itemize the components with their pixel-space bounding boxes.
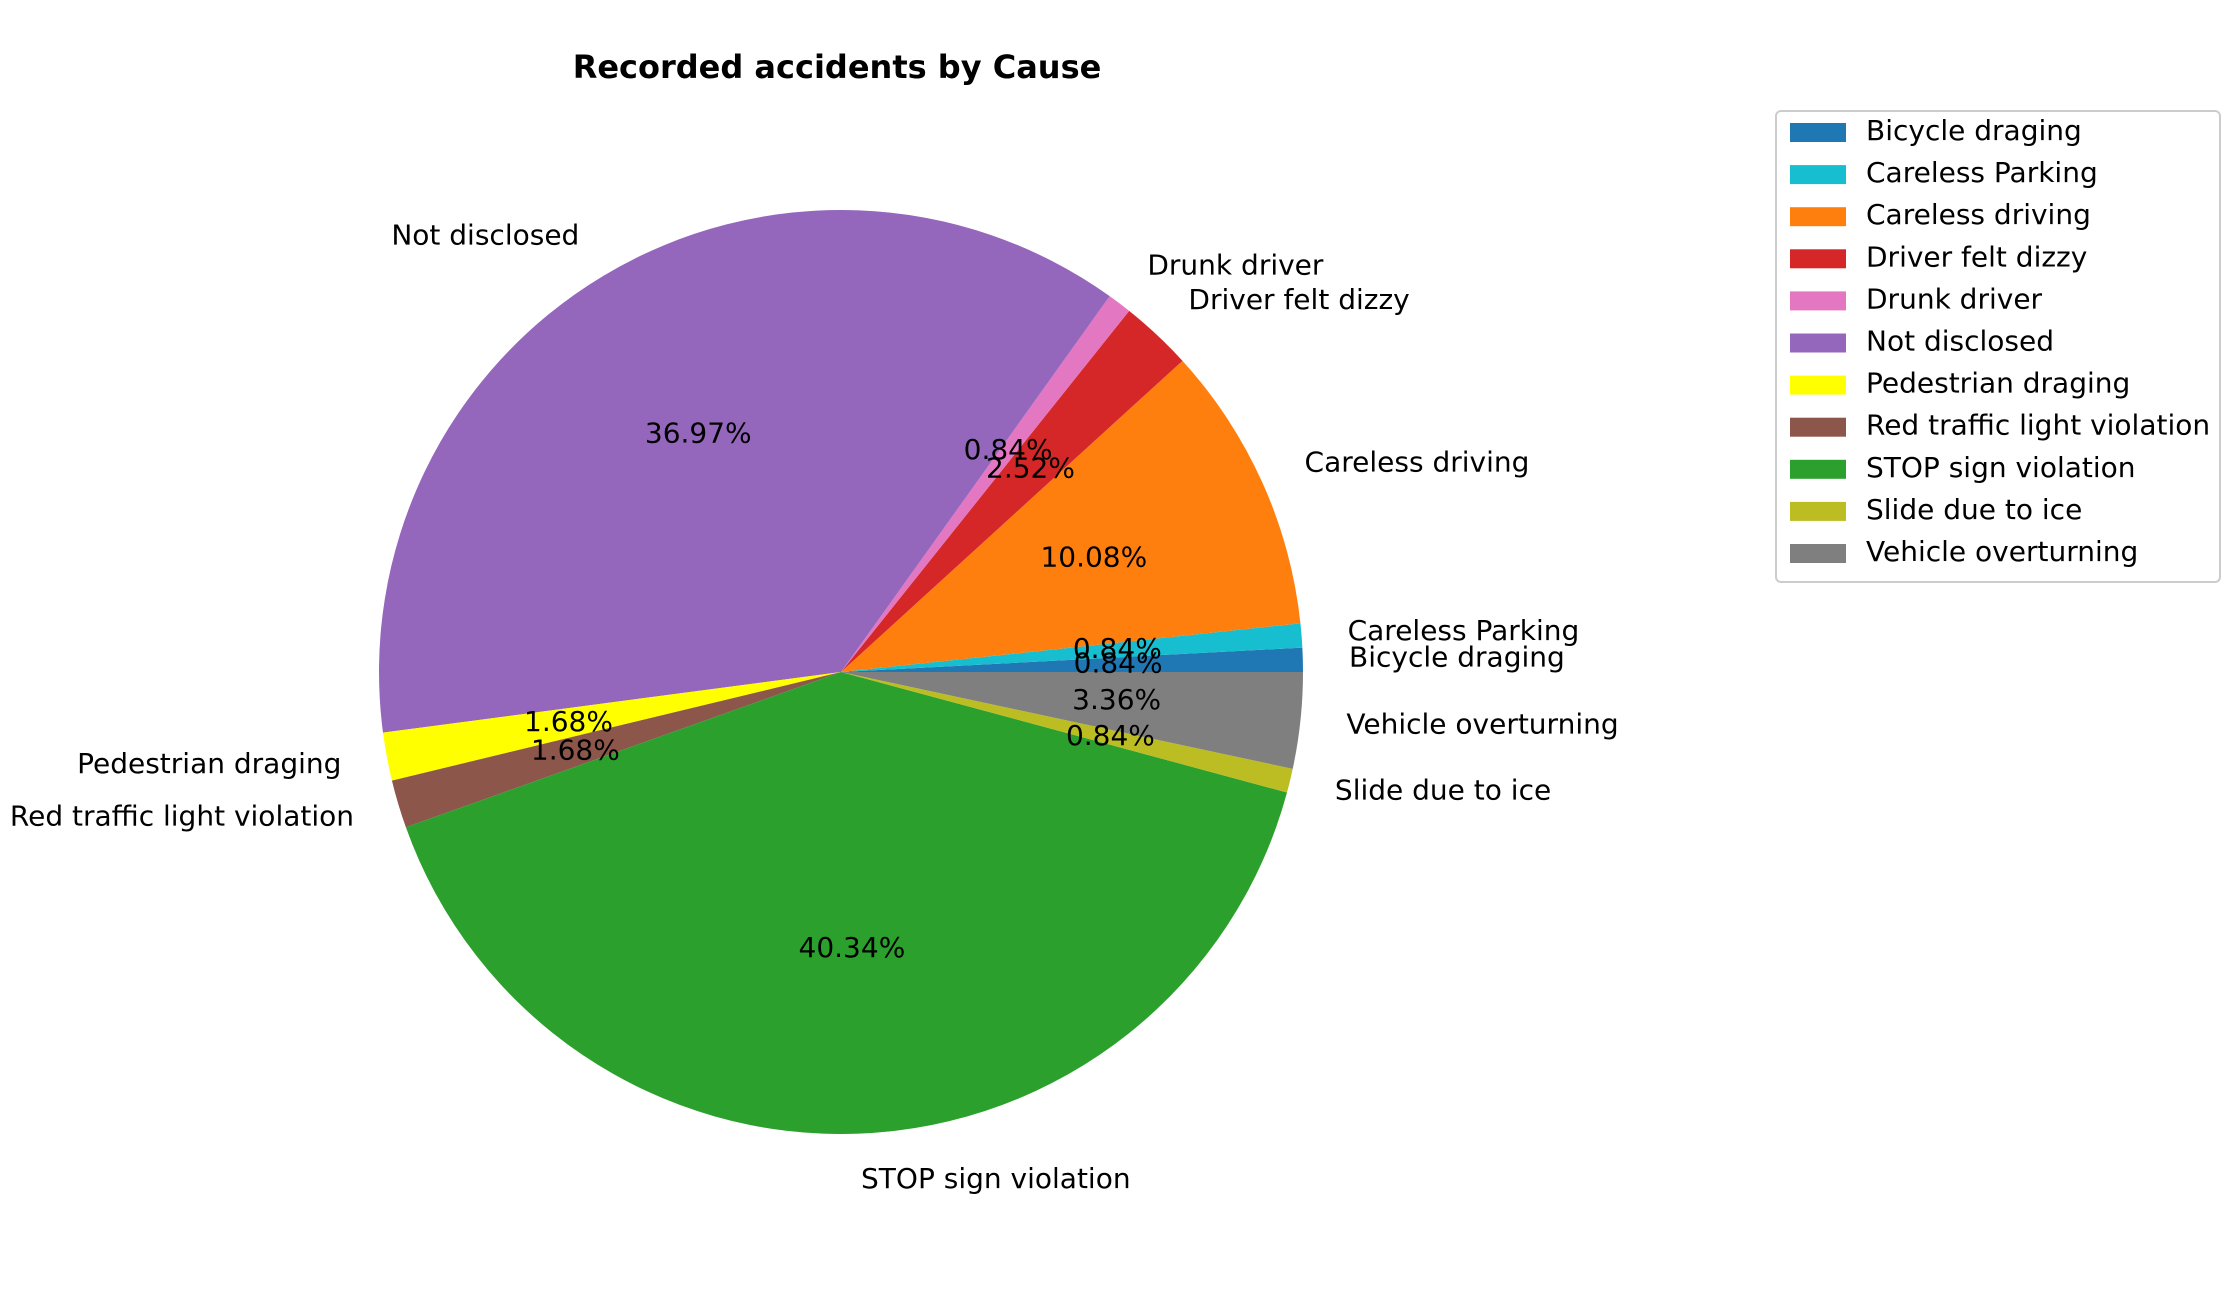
legend-label-careless-parking: Careless Parking [1866,156,2098,189]
legend: Bicycle draging Careless Parking Careless … [1775,110,2221,583]
pie-slice-careless-parking [841,623,1303,672]
legend-label-bicycle-draging: Bicycle draging [1866,114,2082,147]
slice-label-drunk-driver: Drunk driver [1147,249,1324,282]
slice-label-not-disclosed: Not disclosed [391,218,579,251]
slice-label-stop-sign-violation: STOP sign violation [861,1162,1131,1195]
legend-label-pedestrian-draging: Pedestrian draging [1866,367,2130,400]
slice-percent-careless-parking: 0.84% [1073,632,1162,665]
pie-slice-careless-driving [841,360,1301,672]
slice-percent-not-disclosed: 36.97% [645,416,752,449]
slice-percent-careless-driving: 10.08% [1040,540,1147,573]
slice-label-careless-driving: Careless driving [1305,446,1530,479]
pie-slice-not-disclosed [378,209,1110,733]
legend-swatch-pedestrian-draging [1790,375,1846,395]
slice-label-vehicle-overturning: Vehicle overturning [1346,708,1618,741]
legend-swatch-bicycle-draging [1790,123,1846,142]
slice-label-careless-parking: Careless Parking [1348,614,1580,647]
pie-slice-stop-sign-violation [405,672,1288,1135]
legend-label-careless-driving: Careless driving [1866,198,2091,231]
slice-label-driver-felt-dizzy: Driver felt dizzy [1188,283,1409,316]
legend-swatch-driver-felt-dizzy [1790,249,1846,269]
slice-percent-bicycle-draging: 0.84% [1074,647,1163,680]
slice-label-bicycle-draging: Bicycle draging [1349,641,1565,674]
legend-frame [1775,110,2221,583]
slice-percent-stop-sign-violation: 40.34% [799,931,906,964]
legend-label-drunk-driver: Drunk driver [1866,282,2043,315]
slice-percent-slide-due-to-ice: 0.84% [1066,719,1155,752]
legend-swatch-red-traffic-light-violation [1790,417,1846,437]
slice-percent-driver-felt-dizzy: 2.52% [986,452,1075,485]
pie-slice-pedestrian-draging [382,672,841,781]
slice-percent-vehicle-overturning: 3.36% [1072,683,1161,716]
pie-slice-slide-due-to-ice [841,672,1293,793]
slice-percent-labels: 0.84%0.84%10.08%2.52%0.84%36.97%1.68%1.6… [524,416,1163,964]
legend-swatch-not-disclosed [1790,333,1846,353]
legend-swatch-careless-parking [1790,165,1846,185]
slice-label-slide-due-to-ice: Slide due to ice [1335,774,1551,807]
pie-slice-red-traffic-light-violation [391,672,841,828]
pie-slice-drunk-driver [841,296,1130,672]
slice-percent-drunk-driver: 0.84% [964,433,1053,466]
legend-swatch-stop-sign-violation [1790,459,1846,479]
slice-percent-red-traffic-light-violation: 1.68% [531,733,620,766]
slice-percent-pedestrian-draging: 1.68% [524,705,613,738]
pie-slices [378,209,1303,1135]
legend-label-vehicle-overturning: Vehicle overturning [1866,535,2138,568]
pie-slice-vehicle-overturning [841,672,1303,769]
legend-label-red-traffic-light-violation: Red traffic light violation [1866,409,2210,442]
pie-slice-bicycle-draging [841,647,1303,672]
chart-title: Recorded accidents by Cause [573,48,1102,86]
legend-label-stop-sign-violation: STOP sign violation [1866,451,2136,484]
legend-swatch-drunk-driver [1790,291,1846,311]
pie-slice-driver-felt-dizzy [841,310,1183,672]
legend-swatch-vehicle-overturning [1790,544,1846,563]
legend-label-driver-felt-dizzy: Driver felt dizzy [1866,240,2087,273]
legend-label-slide-due-to-ice: Slide due to ice [1866,493,2082,526]
legend-swatch-slide-due-to-ice [1790,501,1846,521]
slice-label-pedestrian-draging: Pedestrian draging [77,747,341,780]
slice-label-red-traffic-light-violation: Red traffic light violation [10,799,354,832]
legend-swatch-careless-driving [1790,207,1846,227]
legend-label-not-disclosed: Not disclosed [1866,325,2054,358]
